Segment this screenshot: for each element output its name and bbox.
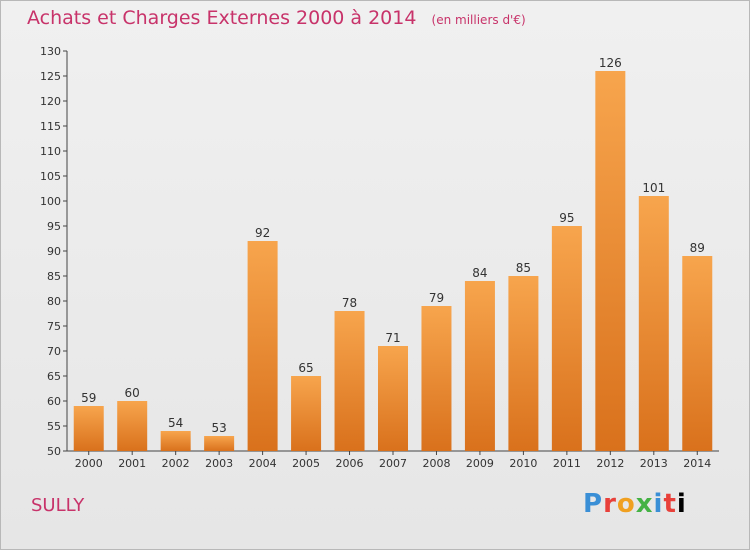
bar	[682, 256, 713, 451]
y-tick-label: 115	[40, 120, 61, 133]
x-tick-label: 2002	[162, 457, 190, 470]
x-tick-label: 2011	[553, 457, 581, 470]
logo-letter: r	[603, 489, 617, 519]
data-label: 65	[298, 361, 313, 375]
proxiti-logo: Proxiti	[583, 489, 687, 519]
x-tick-label: 2010	[509, 457, 537, 470]
y-tick-label: 50	[47, 445, 61, 458]
x-tick-label: 2007	[379, 457, 407, 470]
bar	[595, 71, 626, 451]
y-tick-label: 85	[47, 270, 61, 283]
x-tick-label: 2008	[422, 457, 450, 470]
y-tick-label: 65	[47, 370, 61, 383]
chart-title: Achats et Charges Externes 2000 à 2014	[27, 7, 417, 29]
y-tick-label: 80	[47, 295, 61, 308]
data-label: 89	[690, 241, 705, 255]
bar	[464, 281, 495, 451]
chart-header: Achats et Charges Externes 2000 à 2014 (…	[27, 7, 526, 29]
x-tick-label: 2004	[249, 457, 277, 470]
bar	[247, 241, 278, 451]
data-label: 101	[642, 181, 665, 195]
x-tick-label: 2003	[205, 457, 233, 470]
x-tick-label: 2014	[683, 457, 711, 470]
bar	[508, 276, 539, 451]
y-tick-label: 105	[40, 170, 61, 183]
y-tick-label: 60	[47, 395, 61, 408]
y-tick-label: 125	[40, 70, 61, 83]
bar	[73, 406, 104, 451]
y-tick-label: 75	[47, 320, 61, 333]
bar	[291, 376, 322, 451]
data-label: 85	[516, 261, 531, 275]
logo-letter: i	[676, 489, 687, 519]
x-tick-label: 2000	[75, 457, 103, 470]
place-name: SULLY	[31, 495, 85, 516]
x-tick-label: 2005	[292, 457, 320, 470]
data-label: 78	[342, 296, 357, 310]
data-label: 60	[125, 386, 140, 400]
bar	[160, 431, 191, 451]
bar	[334, 311, 365, 451]
x-tick-label: 2009	[466, 457, 494, 470]
x-tick-label: 2001	[118, 457, 146, 470]
x-tick-label: 2012	[596, 457, 624, 470]
y-tick-label: 55	[47, 420, 61, 433]
logo-letter: P	[583, 489, 604, 519]
bar	[421, 306, 452, 451]
bar	[378, 346, 408, 451]
y-tick-label: 100	[40, 195, 61, 208]
y-tick-label: 130	[40, 45, 61, 58]
logo-letter: t	[663, 489, 677, 519]
y-tick-label: 120	[40, 95, 61, 108]
data-label: 59	[81, 391, 96, 405]
logo-letter: o	[616, 489, 636, 519]
data-label: 54	[168, 416, 183, 430]
bar	[638, 196, 669, 451]
data-label: 92	[255, 226, 270, 240]
x-tick-label: 2006	[336, 457, 364, 470]
data-label: 95	[559, 211, 574, 225]
data-label: 53	[211, 421, 226, 435]
y-tick-label: 95	[47, 220, 61, 233]
bar	[117, 401, 148, 451]
logo-letter: x	[635, 489, 654, 519]
y-tick-label: 110	[40, 145, 61, 158]
data-label: 126	[599, 56, 622, 70]
bar	[204, 436, 235, 451]
y-tick-label: 70	[47, 345, 61, 358]
bar-chart: 50 55 60 65 70 75 80 85 90 95 100 105 110 115 120 125 13…	[40, 45, 719, 470]
chart-unit: (en milliers d'€)	[431, 13, 526, 27]
data-label: 71	[385, 331, 400, 345]
data-label: 84	[472, 266, 487, 280]
y-tick-label: 90	[47, 245, 61, 258]
data-label: 79	[429, 291, 444, 305]
bar	[551, 226, 582, 451]
logo-letter: i	[653, 489, 664, 519]
x-tick-label: 2013	[640, 457, 668, 470]
